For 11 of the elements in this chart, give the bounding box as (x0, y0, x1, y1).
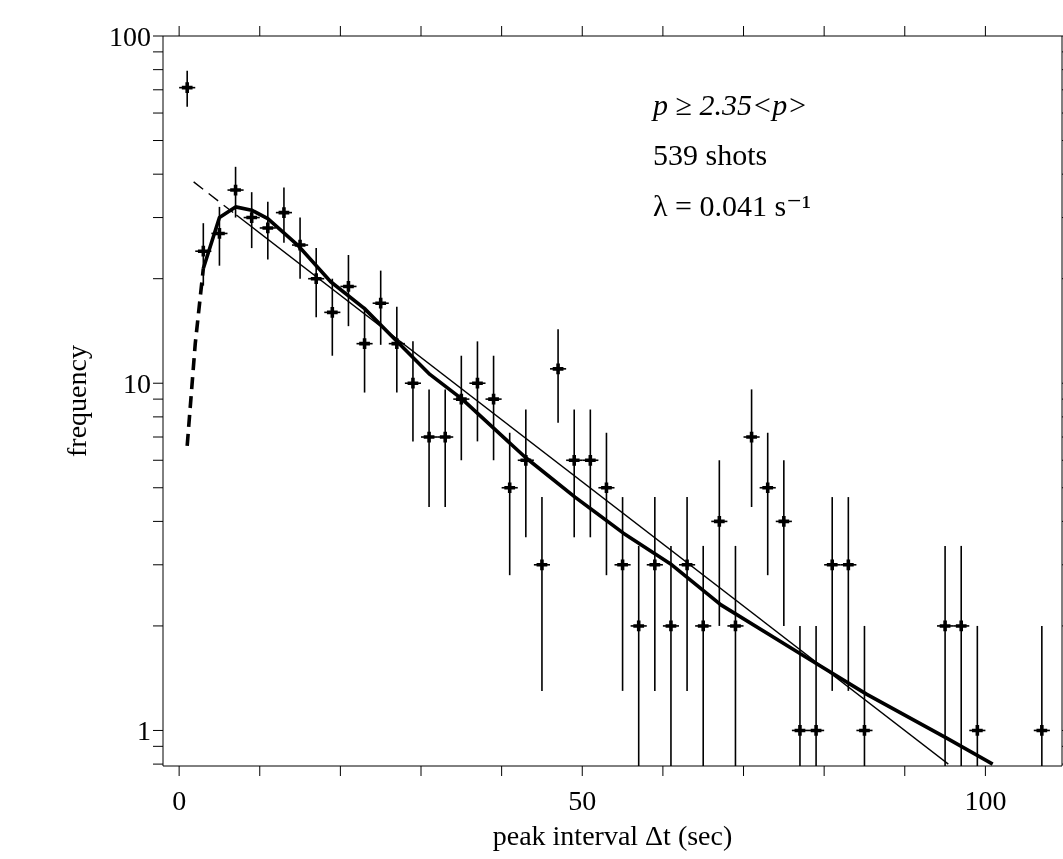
x-tick-label: 0 (172, 785, 187, 816)
x-tick-label: 100 (964, 785, 1007, 816)
annotation: p ≥ 2.35<p> (653, 88, 808, 122)
y-tick-label: 100 (109, 20, 151, 52)
y-tick-label: 1 (137, 715, 151, 747)
x-tick-label: 50 (568, 785, 597, 816)
y-tick-label: 10 (123, 368, 151, 400)
y-axis-title: frequency (60, 345, 92, 457)
annotation: 539 shots (653, 138, 768, 172)
annotation: λ = 0.041 s⁻¹ (653, 188, 811, 223)
x-axis-title: peak interval Δt (sec) (492, 820, 733, 851)
